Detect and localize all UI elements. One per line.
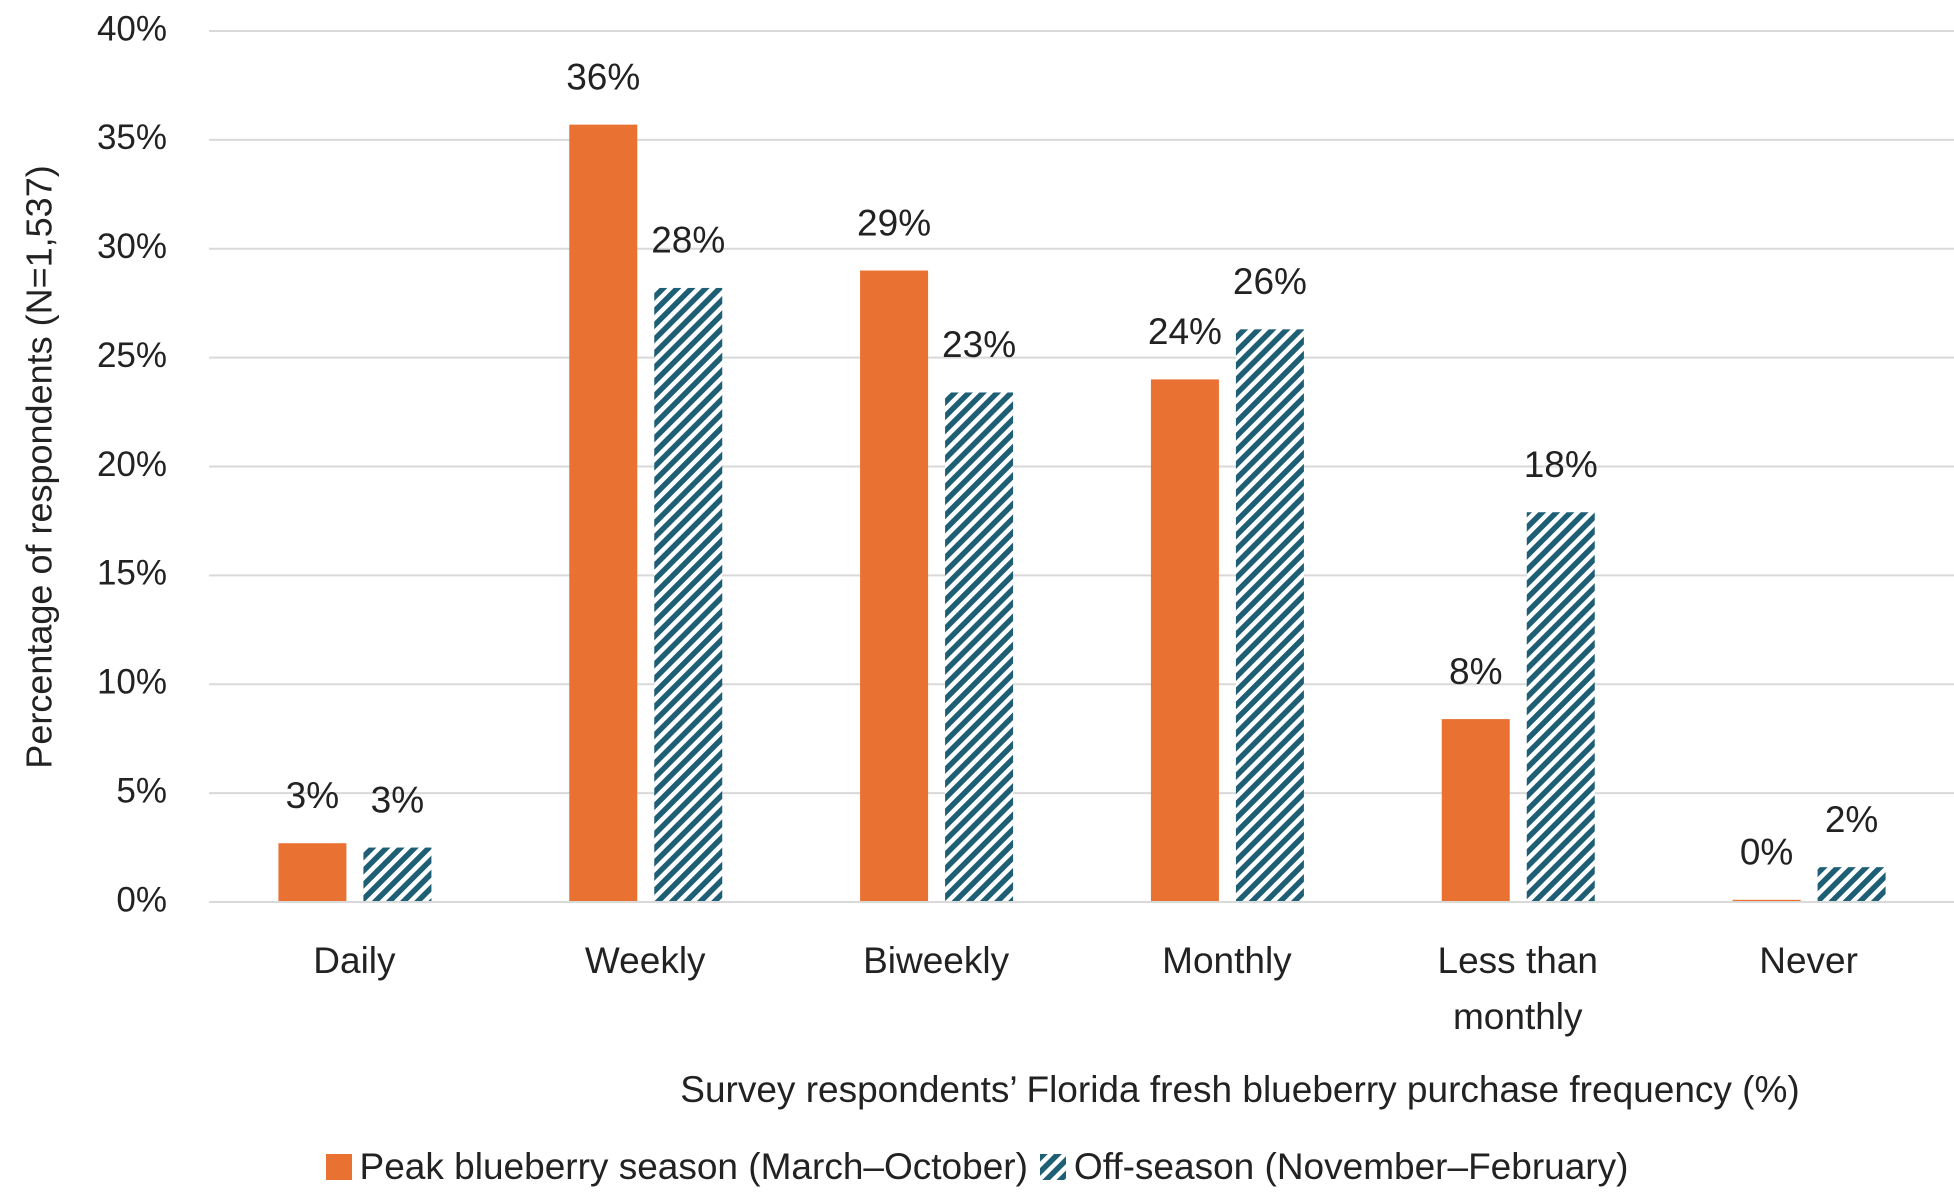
- bar: [363, 847, 432, 902]
- legend-label: Peak blueberry season (March–October): [359, 1146, 1028, 1187]
- data-label: 3%: [371, 779, 424, 820]
- data-label: 18%: [1524, 444, 1598, 485]
- bar: [1732, 899, 1801, 902]
- bar: [278, 843, 347, 902]
- legend-item: Off-season (November–February): [1039, 1146, 1629, 1188]
- y-axis-title: Percentage of respondents (N=1,537): [19, 165, 60, 768]
- y-tick-label: 5%: [116, 771, 167, 810]
- data-label: 29%: [857, 202, 931, 243]
- data-label: 3%: [286, 775, 339, 816]
- bar: [654, 287, 723, 902]
- data-label: 8%: [1449, 651, 1502, 692]
- data-label: 28%: [651, 220, 725, 261]
- y-tick-label: 35%: [97, 118, 167, 157]
- data-label: 24%: [1148, 311, 1222, 352]
- data-label: 26%: [1233, 261, 1307, 302]
- y-tick-label: 10%: [97, 663, 167, 702]
- x-axis-title: Survey respondents’ Florida fresh bluebe…: [680, 1069, 1799, 1110]
- x-tick-label: Monthly: [1162, 940, 1292, 981]
- data-label: 36%: [566, 56, 640, 97]
- legend-swatch: [325, 1154, 352, 1180]
- legend-swatch-fill: [325, 1154, 352, 1180]
- legend-item: Peak blueberry season (March–October): [325, 1146, 1028, 1188]
- legend-swatch-fill: [1039, 1154, 1066, 1180]
- y-tick-label: 15%: [97, 554, 167, 593]
- bar: [860, 270, 929, 902]
- data-label: 23%: [942, 324, 1016, 365]
- legend: Peak blueberry season (March–October) Off…: [0, 1146, 1954, 1189]
- bar: [945, 392, 1014, 902]
- bar: [1441, 719, 1510, 902]
- bar: [1817, 867, 1886, 902]
- x-tick-label: Weekly: [584, 940, 706, 981]
- x-tick-label: Never: [1759, 940, 1858, 981]
- legend-swatch: [1039, 1154, 1066, 1180]
- y-tick-label: 25%: [97, 336, 167, 375]
- y-tick-label: 40%: [97, 9, 167, 48]
- x-tick-label: Daily: [313, 940, 396, 981]
- y-tick-label: 0%: [116, 880, 167, 919]
- x-tick-label: Biweekly: [863, 940, 1010, 981]
- legend-label: Off-season (November–February): [1073, 1146, 1629, 1187]
- data-label: 0%: [1740, 832, 1793, 873]
- bar: [1235, 329, 1304, 902]
- x-tick-label: Less than monthly: [1437, 940, 1598, 1037]
- data-label: 2%: [1825, 799, 1878, 840]
- y-tick-label: 20%: [97, 445, 167, 484]
- bar: [569, 124, 638, 902]
- bar: [1150, 379, 1219, 902]
- bar: [1526, 512, 1595, 902]
- y-tick-label: 30%: [97, 227, 167, 266]
